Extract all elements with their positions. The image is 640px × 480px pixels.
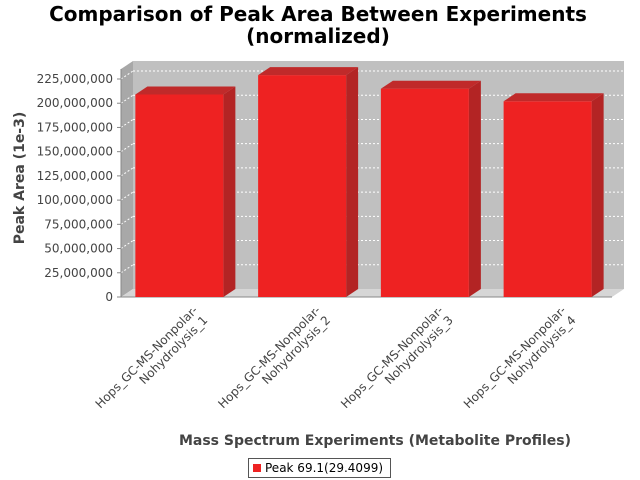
y-tick-label: 25,000,000: [44, 266, 113, 280]
left-wall: [121, 61, 133, 297]
x-axis-labels: Hops_GC-MS-Nonpolar-Nohydrolysis_1 Hops_G…: [93, 303, 579, 421]
bar: [135, 86, 236, 297]
bars: [135, 67, 604, 297]
y-tick-label: 125,000,000: [37, 169, 113, 183]
x-tick-label: Hops_GC-MS-Nonpolar-Nohydrolysis_1: [93, 303, 211, 421]
y-tick-label: 50,000,000: [44, 242, 113, 256]
bar-front: [380, 88, 469, 297]
gridline: [120, 191, 134, 201]
chart-title-line-2: (normalized): [246, 24, 390, 48]
chart-title-line-1: Comparison of Peak Area Between Experime…: [49, 2, 587, 26]
gridline: [120, 167, 134, 177]
y-tick-label: 0: [105, 290, 113, 304]
bar-side: [346, 67, 359, 297]
bar-front: [135, 94, 224, 297]
x-tick-label: Hops_GC-MS-Nonpolar-Nohydrolysis_2: [215, 303, 333, 421]
gridline: [120, 119, 134, 128]
legend: Peak 69.1(29.4099): [248, 458, 391, 478]
gridline: [120, 264, 134, 274]
bar-front: [503, 101, 592, 297]
y-axis-title: Peak Area (1e-3): [12, 112, 28, 245]
x-tick-label: Hops_GC-MS-Nonpolar-Nohydrolysis_4: [461, 303, 579, 421]
bar: [258, 67, 359, 297]
y-tick-label: 225,000,000: [37, 72, 113, 86]
x-axis-title: Mass Spectrum Experiments (Metabolite Pr…: [179, 433, 571, 449]
x-tick-label: Hops_GC-MS-Nonpolar-Nohydrolysis_3: [338, 303, 456, 421]
bar-top: [503, 93, 604, 102]
bar-side: [223, 86, 236, 297]
gridline: [120, 94, 134, 104]
bar: [503, 93, 604, 297]
legend-swatch: [253, 464, 261, 472]
legend-box: [248, 458, 391, 478]
gridline: [120, 143, 134, 153]
y-tick-label: 75,000,000: [44, 217, 113, 231]
y-tick-label: 175,000,000: [37, 120, 113, 134]
bar-side: [468, 80, 481, 297]
gridline: [120, 70, 134, 80]
gridline: [120, 215, 134, 225]
y-tick-label: 150,000,000: [37, 145, 113, 159]
bar: [380, 80, 481, 297]
y-tick-label: 100,000,000: [37, 193, 113, 207]
gridline: [120, 240, 134, 249]
y-tick-label: 200,000,000: [37, 96, 113, 110]
bar-top: [380, 80, 481, 89]
bar-top: [135, 86, 236, 95]
legend-label: Peak 69.1(29.4099): [265, 461, 383, 475]
bar-top: [258, 67, 359, 76]
bar-side: [591, 93, 604, 297]
floor: [121, 289, 624, 297]
bar-front: [258, 75, 347, 297]
